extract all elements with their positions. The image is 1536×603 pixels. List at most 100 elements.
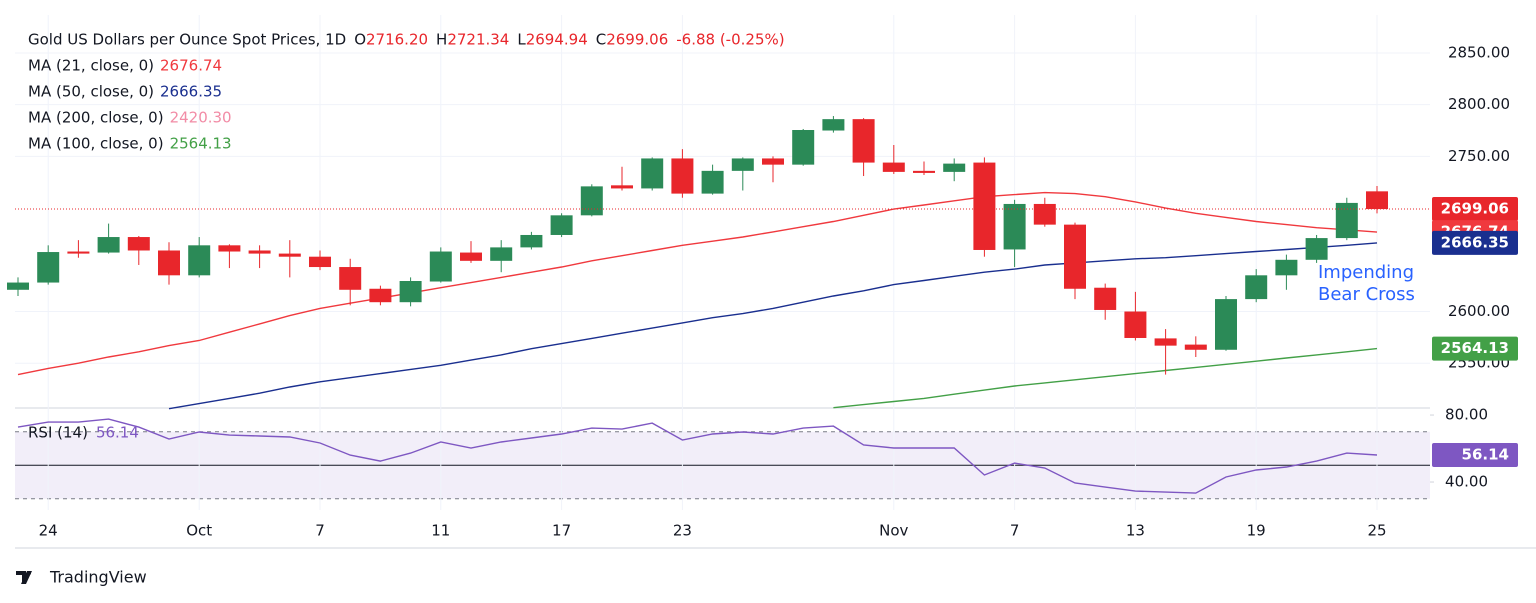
y-tick-label: 40.00 — [1445, 473, 1488, 491]
candle-body — [611, 185, 633, 189]
candle-body — [429, 251, 452, 282]
candle-body — [248, 250, 271, 254]
brand-logo — [16, 571, 32, 584]
candle-body — [460, 252, 482, 261]
legend-text: 2694.94 — [526, 31, 588, 49]
candle-body — [127, 237, 150, 251]
candle-body — [278, 253, 301, 257]
candle-body — [490, 247, 513, 261]
candle-body — [852, 119, 875, 163]
candle-body — [792, 130, 815, 165]
candle-body — [701, 170, 724, 194]
candle-body — [37, 252, 60, 283]
candle-body — [641, 158, 664, 189]
x-tick-label: 19 — [1247, 522, 1266, 540]
legend-text: 2716.20 — [366, 31, 428, 49]
candle-body — [973, 162, 996, 250]
legend-text: MA (50, close, 0) — [28, 83, 154, 101]
candle-body — [913, 170, 935, 173]
legend-text: 2721.34 — [447, 31, 509, 49]
series-line — [833, 347, 1378, 409]
price-badge-label: 2564.13 — [1441, 339, 1509, 357]
candle-body — [218, 245, 241, 252]
x-tick-label: 23 — [673, 522, 692, 540]
legend-text: 2420.30 — [170, 109, 232, 127]
candle-body — [822, 119, 845, 131]
price-badge — [1432, 230, 1518, 255]
candle-body — [1184, 344, 1207, 350]
y-tick-label: 80.00 — [1445, 406, 1488, 424]
candle-body — [158, 250, 180, 276]
price-badge — [1432, 197, 1518, 222]
legend-text: C — [596, 31, 606, 49]
series-line — [17, 191, 1378, 376]
x-tick-label: 11 — [431, 522, 450, 540]
price-badge-label: 2699.06 — [1441, 200, 1509, 218]
candle-body — [1003, 203, 1026, 250]
candle-body — [1124, 311, 1147, 338]
candle-body — [943, 163, 966, 172]
price-badge — [1432, 336, 1518, 361]
candle-body — [882, 162, 905, 172]
candle-body — [762, 158, 784, 165]
annotation: Impending — [1318, 262, 1414, 283]
x-tick-label: 24 — [39, 522, 58, 540]
x-tick-label: 17 — [552, 522, 571, 540]
candle-body — [7, 282, 29, 290]
candle-body — [339, 267, 362, 290]
legend-text: L — [517, 31, 526, 49]
candle-body — [1154, 338, 1177, 346]
candle-body — [1366, 191, 1388, 210]
x-tick-label: Nov — [879, 522, 908, 540]
y-tick-label: 2850.00 — [1448, 43, 1510, 61]
legend-text: 2676.74 — [160, 57, 222, 75]
legend-text: MA (21, close, 0) — [28, 57, 154, 75]
candle-body — [309, 256, 331, 268]
rsi-badge-label: 56.14 — [1462, 445, 1509, 463]
candle-body — [1064, 224, 1086, 289]
candle-body — [1215, 299, 1237, 350]
candle-body — [1335, 202, 1358, 239]
brand: TradingView — [49, 568, 147, 587]
candle-body — [550, 215, 573, 235]
y-tick-label: 2800.00 — [1448, 95, 1510, 113]
series-line — [168, 242, 1378, 410]
legend-text: H — [436, 31, 447, 49]
series-line — [17, 418, 1378, 494]
legend-text: -6.88 (-0.25%) — [676, 31, 784, 49]
candle-body — [580, 186, 603, 216]
y-tick-label: 2600.00 — [1448, 302, 1510, 320]
x-tick-label: 13 — [1126, 522, 1145, 540]
legend-text: 2564.13 — [170, 135, 232, 153]
legend-text: RSI (14) — [28, 424, 88, 442]
legend-text: MA (100, close, 0) — [28, 135, 164, 153]
candle-body — [97, 237, 120, 253]
candle-body — [188, 245, 211, 276]
candle-body — [1245, 275, 1268, 300]
candle-body — [1094, 287, 1117, 310]
rsi-badge — [1432, 442, 1518, 467]
candle-body — [671, 158, 694, 194]
x-tick-label: 7 — [315, 522, 325, 540]
price-badge-label: 2666.35 — [1441, 233, 1509, 251]
candle-body — [67, 251, 90, 254]
candle-body — [1275, 259, 1298, 276]
legend-text: 2666.35 — [160, 83, 222, 101]
x-tick-label: 25 — [1367, 522, 1386, 540]
legend-text: 2699.06 — [606, 31, 668, 49]
candle-body — [731, 158, 754, 171]
y-tick-label: 2750.00 — [1448, 147, 1510, 165]
legend-text: O — [354, 31, 366, 49]
candle-body — [1305, 238, 1328, 260]
legend-text: MA (200, close, 0) — [28, 109, 164, 127]
candle-body — [520, 234, 543, 248]
x-tick-label: Oct — [186, 522, 212, 540]
x-tick-label: 7 — [1010, 522, 1020, 540]
candle-body — [1033, 203, 1056, 225]
candle-body — [369, 288, 392, 303]
candle-body — [399, 280, 422, 303]
legend-text: Gold US Dollars per Ounce Spot Prices, 1… — [28, 31, 346, 49]
annotation: Bear Cross — [1318, 284, 1415, 305]
